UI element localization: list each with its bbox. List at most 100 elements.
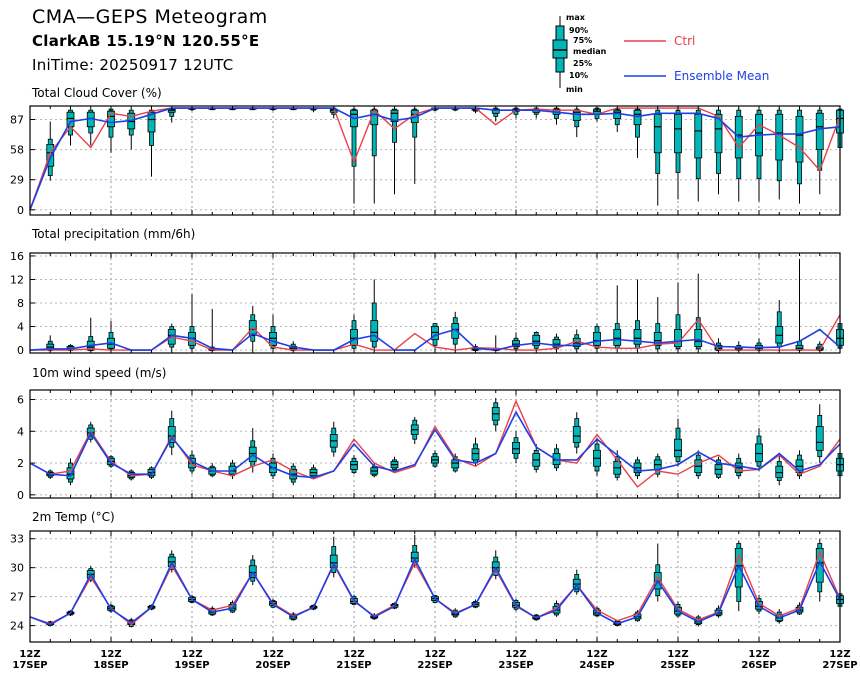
box-tail bbox=[270, 326, 276, 333]
box-tail bbox=[817, 449, 823, 458]
box-iqr bbox=[755, 443, 763, 462]
box-tail bbox=[473, 443, 478, 450]
y-tick-label: 58 bbox=[10, 144, 24, 157]
box-tail bbox=[614, 473, 620, 478]
y-tick-label: 0 bbox=[17, 344, 24, 357]
x-tick-label-date: 19SEP bbox=[174, 660, 209, 671]
y-tick-label: 0 bbox=[17, 489, 24, 502]
box-tail bbox=[655, 152, 661, 174]
box-tail bbox=[270, 472, 276, 477]
box-tail bbox=[189, 326, 195, 333]
box-tail bbox=[675, 427, 681, 440]
box-plot bbox=[775, 108, 784, 200]
x-tick-label-hour: 12Z bbox=[505, 649, 526, 660]
box-tail bbox=[189, 454, 195, 459]
box-tail bbox=[574, 334, 580, 339]
x-tick-label-hour: 12Z bbox=[667, 649, 688, 660]
box-tail bbox=[655, 344, 661, 350]
box-tail bbox=[594, 443, 600, 451]
panel-title: 10m wind speed (m/s) bbox=[32, 366, 166, 380]
box-plot bbox=[734, 108, 743, 202]
box-tail bbox=[290, 478, 296, 483]
key-p90-label: 90% bbox=[569, 26, 588, 35]
box-tail bbox=[776, 109, 782, 115]
box-tail bbox=[817, 543, 823, 549]
box-tail bbox=[88, 424, 94, 429]
box-tail bbox=[736, 586, 742, 602]
box-iqr bbox=[572, 426, 581, 443]
box-tail bbox=[47, 340, 53, 345]
key-median-label: median bbox=[573, 47, 607, 56]
y-tick-label: 8 bbox=[17, 297, 24, 310]
box-tail bbox=[128, 109, 134, 114]
box-tail bbox=[68, 478, 73, 483]
box-tail bbox=[756, 155, 762, 180]
box-tail bbox=[736, 457, 742, 464]
box-iqr bbox=[350, 461, 358, 470]
box-tail bbox=[655, 456, 661, 461]
box-tail bbox=[797, 454, 802, 461]
key-min-label: min bbox=[566, 85, 583, 94]
box-plot bbox=[512, 431, 520, 464]
line-legend: Ctrl Ensemble Mean bbox=[624, 34, 769, 83]
box-tail bbox=[776, 461, 782, 467]
box-tail bbox=[756, 435, 762, 445]
box-tail bbox=[594, 465, 600, 472]
key-p10-label: 10% bbox=[569, 71, 588, 80]
y-tick-label: 0 bbox=[17, 204, 24, 217]
box-plot bbox=[714, 456, 723, 479]
box-tail bbox=[290, 465, 296, 470]
box-plot bbox=[572, 329, 581, 351]
box-tail bbox=[655, 588, 661, 597]
box-tail bbox=[655, 564, 661, 573]
box-tail bbox=[169, 343, 175, 348]
box-iqr bbox=[552, 339, 561, 348]
box-tail bbox=[250, 440, 256, 448]
box-plot bbox=[248, 555, 257, 586]
box-plot bbox=[734, 341, 743, 352]
box-iqr bbox=[714, 113, 723, 154]
box-tail bbox=[412, 434, 418, 440]
box-plot bbox=[491, 397, 500, 432]
panel-title: Total Cloud Cover (%) bbox=[31, 86, 162, 100]
box-tail bbox=[169, 418, 175, 427]
box-iqr bbox=[795, 115, 804, 163]
box-tail bbox=[776, 311, 782, 327]
x-tick-label-hour: 12Z bbox=[829, 649, 850, 660]
box-iqr bbox=[674, 329, 682, 347]
box-tail bbox=[108, 332, 114, 339]
box-tail bbox=[169, 111, 175, 117]
box-plot bbox=[208, 308, 217, 352]
box-plot bbox=[431, 450, 439, 468]
box-iqr bbox=[532, 334, 541, 346]
x-tick-label-date: 26SEP bbox=[741, 660, 776, 671]
box-tail bbox=[412, 122, 418, 138]
panel-title: Total precipitation (mm/6h) bbox=[31, 227, 195, 241]
x-tick-label-date: 21SEP bbox=[336, 660, 371, 671]
box-iqr bbox=[694, 113, 703, 159]
box-tail bbox=[614, 118, 620, 126]
box-plot bbox=[370, 108, 379, 204]
x-tick-label-hour: 12Z bbox=[19, 649, 40, 660]
box-iqr bbox=[66, 467, 75, 480]
x-tick-label-date: 23SEP bbox=[498, 660, 533, 671]
box-tail bbox=[574, 588, 580, 593]
panel-title: 2m Temp (°C) bbox=[32, 510, 115, 524]
box-tail bbox=[169, 553, 175, 558]
box-plot bbox=[512, 332, 520, 351]
y-tick-label: 6 bbox=[17, 394, 24, 407]
box-tail bbox=[675, 456, 681, 462]
box-plot bbox=[755, 108, 763, 202]
y-tick-label: 30 bbox=[10, 562, 24, 575]
box-plot bbox=[167, 410, 176, 456]
box-plot bbox=[66, 458, 75, 486]
box-tail bbox=[250, 334, 256, 342]
box-tail bbox=[250, 314, 256, 322]
box-tail bbox=[169, 442, 175, 448]
box-tail bbox=[736, 109, 742, 117]
box-tail bbox=[614, 323, 620, 330]
x-tick-label-hour: 12Z bbox=[100, 649, 121, 660]
x-tick-label-hour: 12Z bbox=[586, 649, 607, 660]
box-tail bbox=[554, 448, 559, 454]
box-plot bbox=[694, 108, 703, 202]
